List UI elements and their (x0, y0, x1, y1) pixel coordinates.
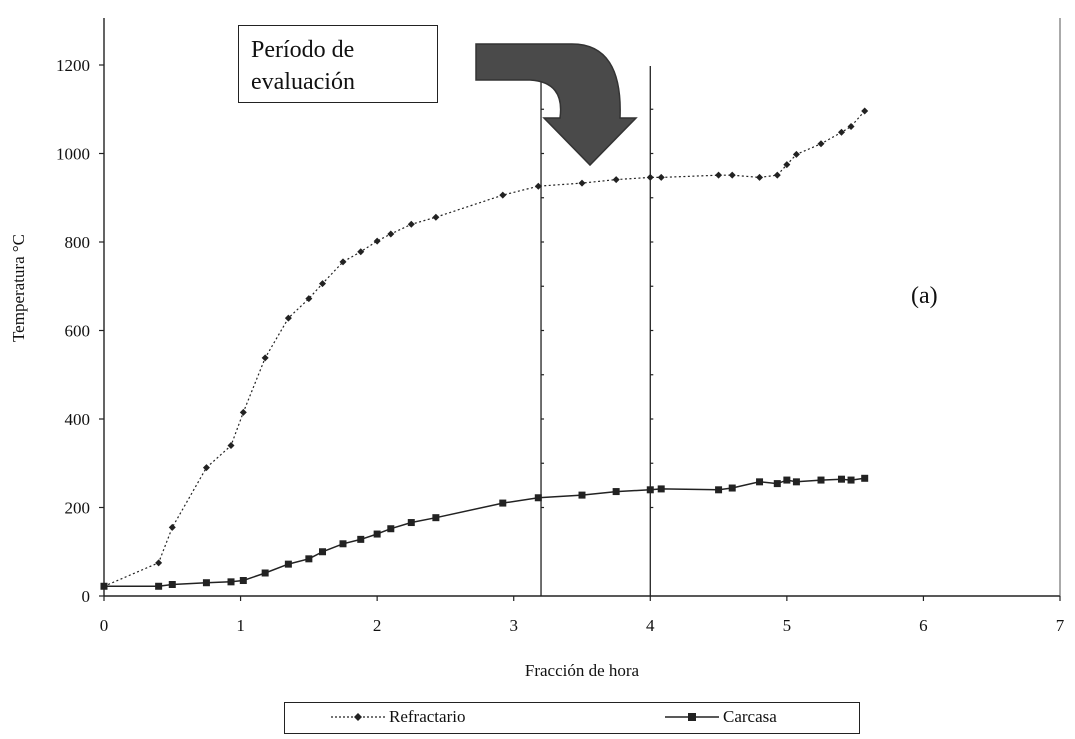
data-point-refractario (861, 107, 869, 115)
tick-labels: 0 200 400 600 800 1000 1200 0 1 2 3 4 5 6 7 (56, 56, 1065, 635)
legend-swatch-carcasa (665, 713, 719, 721)
data-point-refractario (357, 248, 365, 256)
y-tick-label: 400 (65, 410, 91, 429)
data-point-carcasa (373, 530, 381, 538)
x-tick-label: 1 (236, 616, 245, 635)
data-point-refractario (339, 258, 347, 266)
data-point-carcasa (387, 525, 395, 533)
data-point-carcasa (319, 548, 327, 556)
data-point-refractario (407, 220, 415, 228)
data-point-refractario (783, 161, 791, 169)
data-point-refractario (239, 408, 247, 416)
x-axis-title: Fracción de hora (525, 661, 640, 680)
data-point-carcasa (339, 540, 347, 548)
annotation-line-1: Período de (251, 37, 355, 63)
data-point-refractario (155, 559, 163, 567)
annotation-line-2: evaluación (251, 69, 355, 95)
data-point-carcasa (499, 499, 507, 507)
x-tick-label: 0 (100, 616, 109, 635)
data-point-refractario (168, 523, 176, 531)
series-layer (100, 107, 869, 590)
data-point-refractario (305, 295, 313, 303)
data-point-refractario (227, 442, 235, 450)
series-line-carcasa (104, 477, 865, 588)
data-point-carcasa (534, 494, 542, 502)
data-point-refractario (284, 314, 292, 322)
data-point-carcasa (773, 480, 781, 488)
data-point-refractario (715, 171, 723, 179)
legend-swatch-refractario (331, 713, 385, 721)
legend-item-refractario: Refractario (329, 707, 465, 727)
y-tick-label: 600 (65, 322, 91, 341)
evaluation-period-lines (540, 66, 654, 596)
legend-item-carcasa: Carcasa (663, 707, 777, 727)
data-point-refractario (499, 191, 507, 199)
data-point-carcasa (817, 476, 825, 484)
data-point-refractario (387, 230, 395, 238)
axes (99, 18, 1061, 601)
panel-label: (a) (911, 283, 938, 309)
data-point-carcasa (847, 476, 855, 484)
data-point-carcasa (155, 582, 163, 590)
data-point-carcasa (612, 488, 620, 496)
data-point-refractario (432, 213, 440, 221)
y-axis-title: Temperatura °C (9, 234, 28, 342)
data-point-carcasa (792, 478, 800, 486)
x-tick-label: 2 (373, 616, 382, 635)
y-tick-label: 1000 (56, 145, 90, 164)
data-point-refractario (534, 182, 542, 190)
data-point-carcasa (837, 475, 845, 483)
data-point-carcasa (432, 514, 440, 522)
x-tick-label: 5 (783, 616, 792, 635)
legend-label-carcasa: Carcasa (723, 707, 777, 726)
data-point-carcasa (715, 486, 723, 494)
evaluation-arrow (475, 43, 638, 167)
data-point-carcasa (227, 578, 235, 586)
data-point-refractario (837, 128, 845, 136)
data-point-refractario (773, 171, 781, 179)
series-line-refractario (103, 110, 866, 587)
x-tick-label: 7 (1056, 616, 1065, 635)
data-point-refractario (728, 171, 736, 179)
data-point-refractario (261, 354, 269, 362)
y-tick-label: 800 (65, 233, 91, 252)
data-point-refractario (612, 176, 620, 184)
data-point-carcasa (168, 580, 176, 588)
data-point-refractario (847, 123, 855, 131)
data-point-refractario (657, 173, 665, 181)
data-point-refractario (646, 173, 654, 181)
legend: Refractario Carcasa (284, 702, 860, 734)
y-tick-label: 200 (65, 499, 91, 518)
data-point-carcasa (578, 491, 586, 499)
evaluation-period-annotation: Período de evaluación (238, 25, 438, 103)
data-point-carcasa (783, 476, 791, 484)
x-tick-label: 4 (646, 616, 655, 635)
data-point-carcasa (357, 535, 365, 543)
x-tick-label: 3 (509, 616, 518, 635)
data-point-carcasa (646, 486, 654, 494)
y-tick-label: 0 (82, 587, 91, 606)
data-point-carcasa (100, 582, 108, 590)
data-point-refractario (817, 140, 825, 148)
data-point-carcasa (239, 577, 247, 585)
data-point-refractario (319, 280, 327, 288)
data-point-carcasa (861, 474, 869, 482)
data-point-refractario (792, 150, 800, 158)
data-point-refractario (202, 464, 210, 472)
data-point-carcasa (284, 560, 292, 568)
data-point-carcasa (261, 569, 269, 577)
data-point-carcasa (728, 484, 736, 492)
x-tick-label: 6 (919, 616, 928, 635)
legend-label-refractario: Refractario (389, 707, 466, 726)
y-tick-label: 1200 (56, 56, 90, 75)
data-point-refractario (578, 179, 586, 187)
data-point-carcasa (305, 555, 313, 563)
data-point-carcasa (756, 478, 764, 486)
data-point-carcasa (202, 579, 210, 587)
data-point-carcasa (407, 519, 415, 527)
data-point-refractario (373, 237, 381, 245)
data-point-carcasa (657, 485, 665, 493)
data-point-refractario (756, 173, 764, 181)
